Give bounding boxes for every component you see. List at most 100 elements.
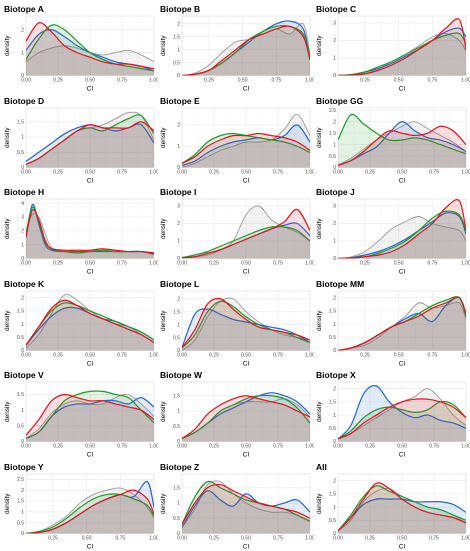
y-tick-label: 2 bbox=[21, 27, 24, 33]
y-tick-label: 0.5 bbox=[329, 517, 336, 523]
y-tick-label: 1 bbox=[333, 142, 336, 148]
y-tick-label: 1.5 bbox=[329, 308, 336, 314]
y-tick-label: 0.5 bbox=[17, 520, 24, 526]
x-tick-label: 1.00 bbox=[461, 261, 470, 267]
x-tick-label: 1.00 bbox=[149, 535, 158, 541]
x-tick-label: 0.75 bbox=[273, 169, 283, 175]
y-tick-label: 1 bbox=[21, 321, 24, 327]
y-tick-label: 0 bbox=[21, 165, 24, 171]
x-tick-label: 0.50 bbox=[397, 535, 407, 541]
x-tick-label: 0.25 bbox=[53, 261, 63, 267]
x-tick-label: 0.75 bbox=[117, 352, 127, 358]
panel-title: Biotope K bbox=[4, 279, 45, 289]
y-axis-label: density bbox=[160, 218, 167, 239]
x-tick-label: 0.50 bbox=[397, 444, 407, 450]
x-tick-label: 0.50 bbox=[82, 535, 92, 541]
x-tick-label: 0.75 bbox=[429, 169, 439, 175]
y-axis-label: density bbox=[4, 309, 11, 330]
x-tick-label: 1.00 bbox=[305, 444, 314, 450]
panel-title: Biotope A bbox=[4, 4, 44, 14]
x-tick-label: 0.25 bbox=[53, 352, 63, 358]
x-tick-label: 0.25 bbox=[209, 535, 219, 541]
x-tick-label: 0.75 bbox=[273, 261, 283, 267]
y-tick-label: 1 bbox=[333, 56, 336, 62]
y-tick-label: 1 bbox=[21, 134, 24, 140]
y-tick-label: 2 bbox=[333, 478, 336, 484]
y-tick-label: 1.5 bbox=[329, 491, 336, 497]
y-tick-label: 1.5 bbox=[173, 34, 180, 40]
y-tick-label: 1.5 bbox=[173, 485, 180, 491]
x-axis-label: CI bbox=[87, 543, 94, 550]
panel-title: Biotope Y bbox=[4, 462, 44, 472]
y-tick-label: 1.5 bbox=[329, 400, 336, 406]
panel-title: Biotope V bbox=[4, 370, 44, 380]
x-tick-label: 0.50 bbox=[241, 352, 251, 358]
x-tick-label: 0.75 bbox=[427, 352, 437, 358]
x-axis-label: CI bbox=[87, 269, 94, 276]
panel-title: Biotope MM bbox=[316, 279, 364, 289]
y-tick-label: 1 bbox=[177, 409, 180, 415]
x-tick-label: 0.50 bbox=[85, 78, 95, 84]
panel-title: All bbox=[316, 462, 327, 472]
x-axis-label: CI bbox=[87, 177, 94, 184]
y-tick-label: 0 bbox=[21, 531, 24, 537]
x-tick-label: 0.25 bbox=[53, 78, 63, 84]
x-tick-label: 0.50 bbox=[394, 261, 404, 267]
x-tick-label: 0.50 bbox=[394, 78, 404, 84]
y-tick-label: 0 bbox=[21, 348, 24, 354]
x-axis-label: CI bbox=[243, 452, 250, 459]
x-tick-label: 0.25 bbox=[204, 78, 214, 84]
x-tick-label: 0.50 bbox=[241, 444, 251, 450]
y-tick-label: 0 bbox=[333, 439, 336, 445]
y-tick-label: 2 bbox=[177, 21, 180, 27]
y-tick-label: 2 bbox=[333, 295, 336, 301]
x-tick-label: 1.00 bbox=[461, 78, 470, 84]
x-tick-label: 0.75 bbox=[117, 169, 127, 175]
y-tick-label: 0.5 bbox=[173, 424, 180, 430]
y-tick-label: 0.5 bbox=[173, 515, 180, 521]
y-tick-label: 0.5 bbox=[329, 426, 336, 432]
y-tick-label: 0.5 bbox=[17, 149, 24, 155]
y-tick-label: 1.5 bbox=[17, 119, 24, 125]
y-tick-label: 0 bbox=[177, 439, 180, 445]
x-tick-label: 0.75 bbox=[427, 78, 437, 84]
x-tick-label: 1.00 bbox=[149, 352, 158, 358]
y-tick-label: 2 bbox=[21, 229, 24, 235]
y-axis-label: density bbox=[160, 401, 167, 422]
y-tick-label: 0 bbox=[333, 256, 336, 262]
y-tick-label: 0.5 bbox=[329, 334, 336, 340]
panel-title: Biotope C bbox=[316, 4, 356, 14]
x-tick-label: 0.50 bbox=[85, 444, 95, 450]
y-tick-label: 0 bbox=[177, 531, 180, 537]
x-axis-label: CI bbox=[243, 360, 250, 367]
panel-title: Biotope GG bbox=[316, 96, 364, 106]
y-axis-label: density bbox=[160, 309, 167, 330]
y-axis-label: density bbox=[316, 492, 323, 513]
x-axis-label: CI bbox=[243, 86, 250, 93]
x-tick-label: 0.50 bbox=[241, 261, 251, 267]
panel-title: Biotope Z bbox=[160, 462, 199, 472]
panel-title: Biotope J bbox=[316, 187, 355, 197]
x-tick-label: 1.00 bbox=[149, 444, 158, 450]
y-tick-label: 1.5 bbox=[17, 392, 24, 398]
x-tick-label: 0.75 bbox=[117, 78, 127, 84]
panel-title: Biotope X bbox=[316, 370, 356, 380]
y-tick-label: 0.5 bbox=[173, 60, 180, 66]
y-tick-label: 0 bbox=[333, 348, 336, 354]
y-axis-label: density bbox=[316, 126, 323, 147]
x-tick-label: 0.75 bbox=[117, 261, 127, 267]
x-tick-label: 1.00 bbox=[461, 444, 470, 450]
y-tick-label: 3 bbox=[21, 215, 24, 221]
